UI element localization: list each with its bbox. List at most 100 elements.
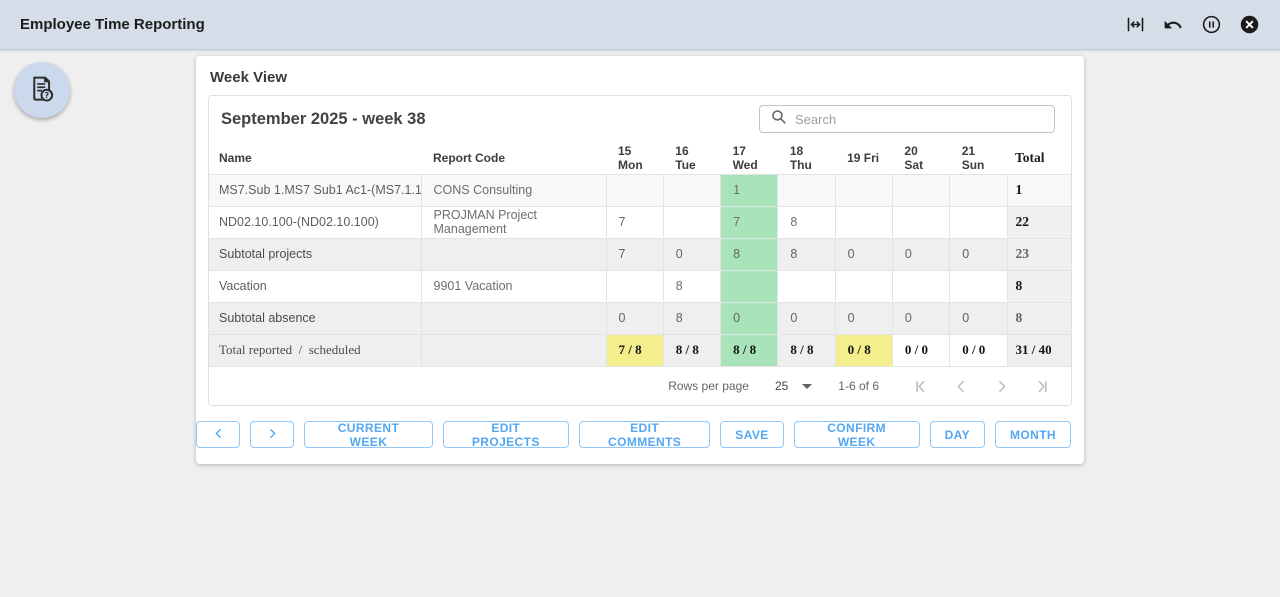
- close-icon[interactable]: [1234, 10, 1264, 40]
- confirm-week-button[interactable]: CONFIRM WEEK: [793, 421, 920, 449]
- undo-icon[interactable]: [1158, 10, 1188, 40]
- panel-header: September 2025 - week 38: [209, 96, 1071, 142]
- day-cell[interactable]: [891, 205, 950, 238]
- search-input[interactable]: [795, 111, 1044, 127]
- card-title: Week View: [210, 69, 287, 86]
- day-cell-today[interactable]: [720, 269, 778, 302]
- day-cell[interactable]: [949, 269, 1007, 302]
- chevron-down-icon: [802, 383, 813, 389]
- pagination-nav: [901, 371, 1061, 401]
- app-bar: Employee Time Reporting: [0, 0, 1280, 50]
- day-cell: 8: [777, 237, 836, 270]
- day-cell: 0: [949, 237, 1007, 270]
- code-cell: PROJMAN Project Management: [420, 205, 606, 238]
- day-cell[interactable]: [662, 173, 721, 206]
- fit-width-icon[interactable]: [1120, 10, 1150, 40]
- day-cell-warning: 0 / 8: [834, 333, 893, 366]
- subtotal-absence-row: Subtotal absence 0 8 0 0 0 0 0 8: [209, 301, 1071, 334]
- col-header-mon: 15 Mon: [618, 143, 643, 172]
- pause-icon[interactable]: [1196, 10, 1226, 40]
- day-cell[interactable]: [777, 269, 836, 302]
- save-button[interactable]: SAVE: [720, 421, 784, 448]
- name-cell: Subtotal projects: [209, 237, 421, 270]
- col-header-name: Name: [219, 150, 252, 165]
- col-header-total: Total: [1015, 149, 1045, 165]
- name-cell: ND02.10.100-(ND02.10.100): [209, 205, 421, 238]
- day-cell[interactable]: [605, 173, 664, 206]
- rows-per-page-label: Rows per page: [668, 379, 749, 393]
- day-cell-today: 8: [720, 237, 778, 270]
- day-cell: 7: [605, 237, 664, 270]
- rows-per-page-value: 25: [774, 379, 789, 393]
- col-header-wed: 17 Wed: [732, 143, 758, 172]
- day-cell: 0: [949, 301, 1007, 334]
- search-box: [759, 105, 1055, 133]
- name-cell: MS7.Sub 1.MS7 Sub1 Ac1-(MS7.1.1): [209, 173, 421, 206]
- day-cell[interactable]: [891, 269, 950, 302]
- day-cell[interactable]: [605, 269, 664, 302]
- day-cell[interactable]: [777, 173, 836, 206]
- month-view-button[interactable]: MONTH: [995, 421, 1071, 448]
- day-cell: 0: [891, 237, 950, 270]
- code-cell: 9901 Vacation: [420, 269, 606, 302]
- name-cell: Total reported / scheduled: [209, 333, 421, 366]
- chevron-right-icon: [265, 426, 280, 444]
- day-view-button[interactable]: DAY: [929, 421, 985, 448]
- name-cell: Subtotal absence: [209, 301, 421, 334]
- table-row: ND02.10.100-(ND02.10.100) PROJMAN Projec…: [209, 205, 1071, 238]
- day-cell-today[interactable]: 1: [720, 173, 778, 206]
- edit-comments-button[interactable]: EDIT COMMENTS: [578, 421, 711, 449]
- day-cell[interactable]: [834, 173, 893, 206]
- week-view-card: Week View September 2025 - week 38 Name: [196, 56, 1084, 464]
- total-reported-row: Total reported / scheduled 7 / 8 8 / 8 8…: [209, 333, 1071, 366]
- day-cell: 8 / 8: [777, 333, 836, 366]
- svg-text:?: ?: [44, 90, 49, 99]
- current-week-button[interactable]: CURRENT WEEK: [304, 421, 433, 449]
- day-cell[interactable]: 8: [662, 269, 721, 302]
- table-row: MS7.Sub 1.MS7 Sub1 Ac1-(MS7.1.1) CONS Co…: [209, 173, 1071, 206]
- first-page-icon[interactable]: [901, 371, 941, 401]
- pagination-bar: Rows per page 25 1-6 of 6: [209, 366, 1071, 405]
- col-header-report-code: Report Code: [433, 150, 505, 165]
- app-title: Employee Time Reporting: [20, 16, 205, 33]
- col-header-thu: 18 Thu: [789, 143, 812, 172]
- day-cell-today[interactable]: 7: [720, 205, 778, 238]
- code-cell: CONS Consulting: [420, 173, 606, 206]
- day-cell[interactable]: [891, 173, 950, 206]
- day-cell: 0: [777, 301, 836, 334]
- day-cell: 0: [605, 301, 664, 334]
- search-icon: [770, 108, 787, 130]
- rows-per-page-select[interactable]: 25: [774, 379, 813, 393]
- subtotal-projects-row: Subtotal projects 7 0 8 8 0 0 0 23: [209, 237, 1071, 270]
- code-cell: [420, 301, 606, 334]
- next-page-icon[interactable]: [981, 371, 1021, 401]
- name-cell: Vacation: [209, 269, 421, 302]
- period-title: September 2025 - week 38: [221, 109, 426, 128]
- last-page-icon[interactable]: [1021, 371, 1061, 401]
- day-cell[interactable]: [662, 205, 721, 238]
- day-cell: 0: [834, 301, 893, 334]
- total-cell: 23: [1006, 237, 1071, 270]
- day-cell[interactable]: [834, 269, 893, 302]
- code-cell: [420, 333, 606, 366]
- day-cell: 0 / 0: [891, 333, 950, 366]
- day-cell[interactable]: [949, 205, 1007, 238]
- day-cell[interactable]: [834, 205, 893, 238]
- day-cell[interactable]: [949, 173, 1007, 206]
- help-report-button[interactable]: ?: [14, 62, 70, 118]
- total-cell: 1: [1006, 173, 1071, 206]
- day-cell: 0: [834, 237, 893, 270]
- week-table: Name Report Code 15 Mon 16 Tue 17 Wed 18…: [209, 142, 1071, 366]
- edit-projects-button[interactable]: EDIT PROJECTS: [442, 421, 569, 449]
- table-row: Vacation 9901 Vacation 8 8: [209, 269, 1071, 302]
- next-week-button[interactable]: [250, 421, 295, 448]
- day-cell[interactable]: 8: [777, 205, 836, 238]
- action-bar: CURRENT WEEK EDIT PROJECTS EDIT COMMENTS…: [196, 406, 1084, 449]
- day-cell[interactable]: 7: [605, 205, 664, 238]
- previous-week-button[interactable]: [196, 421, 241, 448]
- table-header-row: Name Report Code 15 Mon 16 Tue 17 Wed 18…: [209, 142, 1071, 174]
- report-help-icon: ?: [26, 73, 58, 108]
- prev-page-icon[interactable]: [941, 371, 981, 401]
- col-header-sun: 21 Sun: [961, 143, 985, 172]
- total-cell: 31 / 40: [1006, 333, 1071, 366]
